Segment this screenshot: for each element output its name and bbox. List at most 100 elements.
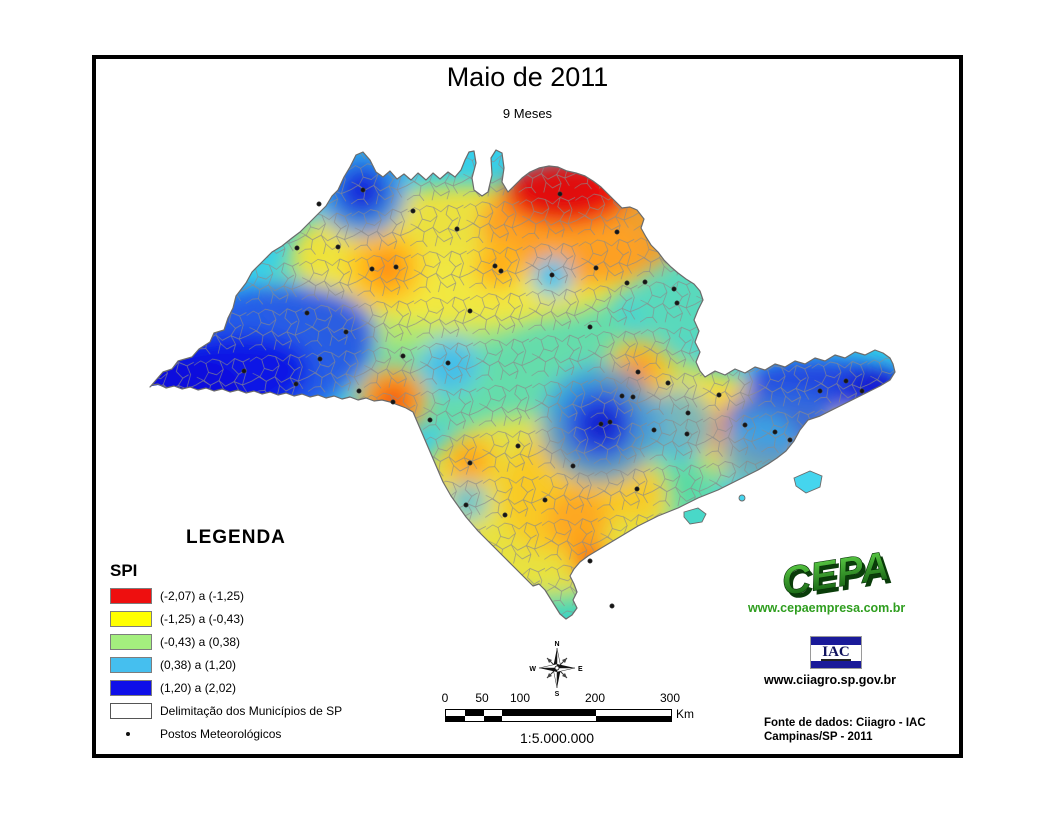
scalebar-tick-0: 0 [441, 691, 449, 705]
legend-label: (1,20) a (2,02) [160, 681, 237, 695]
station-dot [557, 191, 563, 197]
station-dot [684, 431, 690, 437]
ciiagro-website-url: www.ciiagro.sp.gov.br [764, 673, 896, 687]
station-dot [515, 443, 521, 449]
station-dot [593, 265, 599, 271]
data-source-line2: Campinas/SP - 2011 [764, 731, 873, 743]
station-dot [492, 263, 498, 269]
station-dot [454, 226, 460, 232]
station-dot [316, 201, 322, 207]
station-dot [624, 280, 630, 286]
legend-label: (-1,25) a (-0,43) [160, 612, 245, 626]
station-dot [427, 417, 433, 423]
station-dot [542, 497, 548, 503]
station-dot [772, 429, 778, 435]
station-dot [609, 603, 615, 609]
svg-text:CEPA: CEPA [779, 544, 893, 604]
station-dot [445, 360, 451, 366]
station-dot [304, 310, 310, 316]
station-dot [634, 486, 640, 492]
scalebar-tick-100: 100 [509, 691, 531, 705]
station-dot [463, 502, 469, 508]
legend-label: (-2,07) a (-1,25) [160, 589, 245, 603]
compass-north-label: N [554, 641, 559, 648]
station-dot [549, 272, 555, 278]
legend-swatch-green [110, 634, 152, 650]
map-title: Maio de 2011 [446, 62, 609, 92]
station-dot [665, 380, 671, 386]
station-dot [360, 187, 366, 193]
station-dot [630, 394, 636, 400]
station-dot [467, 308, 473, 314]
iac-logo-bottom-band [811, 660, 861, 668]
station-dot [293, 381, 299, 387]
station-dot [598, 421, 604, 427]
station-dot [570, 463, 576, 469]
compass-south-label: S [555, 691, 560, 698]
map-subtitle: 9 Meses [502, 106, 553, 121]
legend-label: Postos Meteorológicos [160, 727, 282, 741]
legend-swatch-blue [110, 680, 152, 696]
station-dot-icon [126, 732, 130, 736]
station-dot [635, 369, 641, 375]
state-outline [149, 149, 896, 620]
station-dot [587, 558, 593, 564]
legend-group-spi: SPI [110, 561, 138, 580]
weather-station-dots [241, 187, 865, 609]
station-dot [607, 419, 613, 425]
station-dot [843, 378, 849, 384]
data-source-line1: Fonte de dados: Ciiagro - IAC [764, 717, 926, 729]
map-scale-ratio: 1:5.000.000 [520, 730, 594, 746]
iac-logo-top-band [811, 637, 861, 645]
station-dot [343, 329, 349, 335]
map-border-frame [92, 55, 963, 758]
station-dot [716, 392, 722, 398]
station-dot [356, 388, 362, 394]
station-dot [241, 368, 247, 374]
station-dot [390, 399, 396, 405]
legend-swatch-cyan [110, 657, 152, 673]
station-dot [651, 427, 657, 433]
iac-logo-text: IAC [821, 643, 851, 661]
compass-east-label: E [578, 666, 583, 673]
data-source-note: Fonte de dados: Ciiagro - IAC Campinas/S… [764, 716, 926, 744]
legend-swatch-red [110, 588, 152, 604]
compass-rose-icon: N S E W [529, 641, 583, 698]
station-dot [614, 229, 620, 235]
station-dot [587, 324, 593, 330]
cepa-logo: CEPA CEPA [778, 544, 895, 609]
station-dot [674, 300, 680, 306]
scalebar-tick-50: 50 [475, 691, 489, 705]
station-dot [467, 460, 473, 466]
legend-swatch-outline [110, 703, 152, 719]
station-dot [502, 512, 508, 518]
station-dot [410, 208, 416, 214]
legend-label: (-0,43) a (0,38) [160, 635, 241, 649]
station-dot [787, 437, 793, 443]
legend-swatch-yellow [110, 611, 152, 627]
station-dot [335, 244, 341, 250]
station-dot [317, 356, 323, 362]
scalebar-unit: Km [676, 707, 694, 721]
station-dot [498, 268, 504, 274]
iac-logo: IAC [810, 636, 862, 669]
station-dot [817, 388, 823, 394]
station-dot [619, 393, 625, 399]
cepa-website-url: www.cepaempresa.com.br [748, 601, 906, 615]
scale-bar [445, 709, 672, 722]
station-dot [742, 422, 748, 428]
station-dot [393, 264, 399, 270]
station-dot [369, 266, 375, 272]
station-dot [294, 245, 300, 251]
legend-label: Delimitação dos Municípios de SP [160, 704, 343, 718]
station-dot [685, 410, 691, 416]
station-dot [859, 388, 865, 394]
legend-heading: LEGENDA [186, 527, 286, 548]
scalebar-tick-300: 300 [659, 691, 681, 705]
station-dot [671, 286, 677, 292]
legend-label: (0,38) a (1,20) [160, 658, 237, 672]
station-dot [642, 279, 648, 285]
coastal-islands [683, 470, 823, 525]
